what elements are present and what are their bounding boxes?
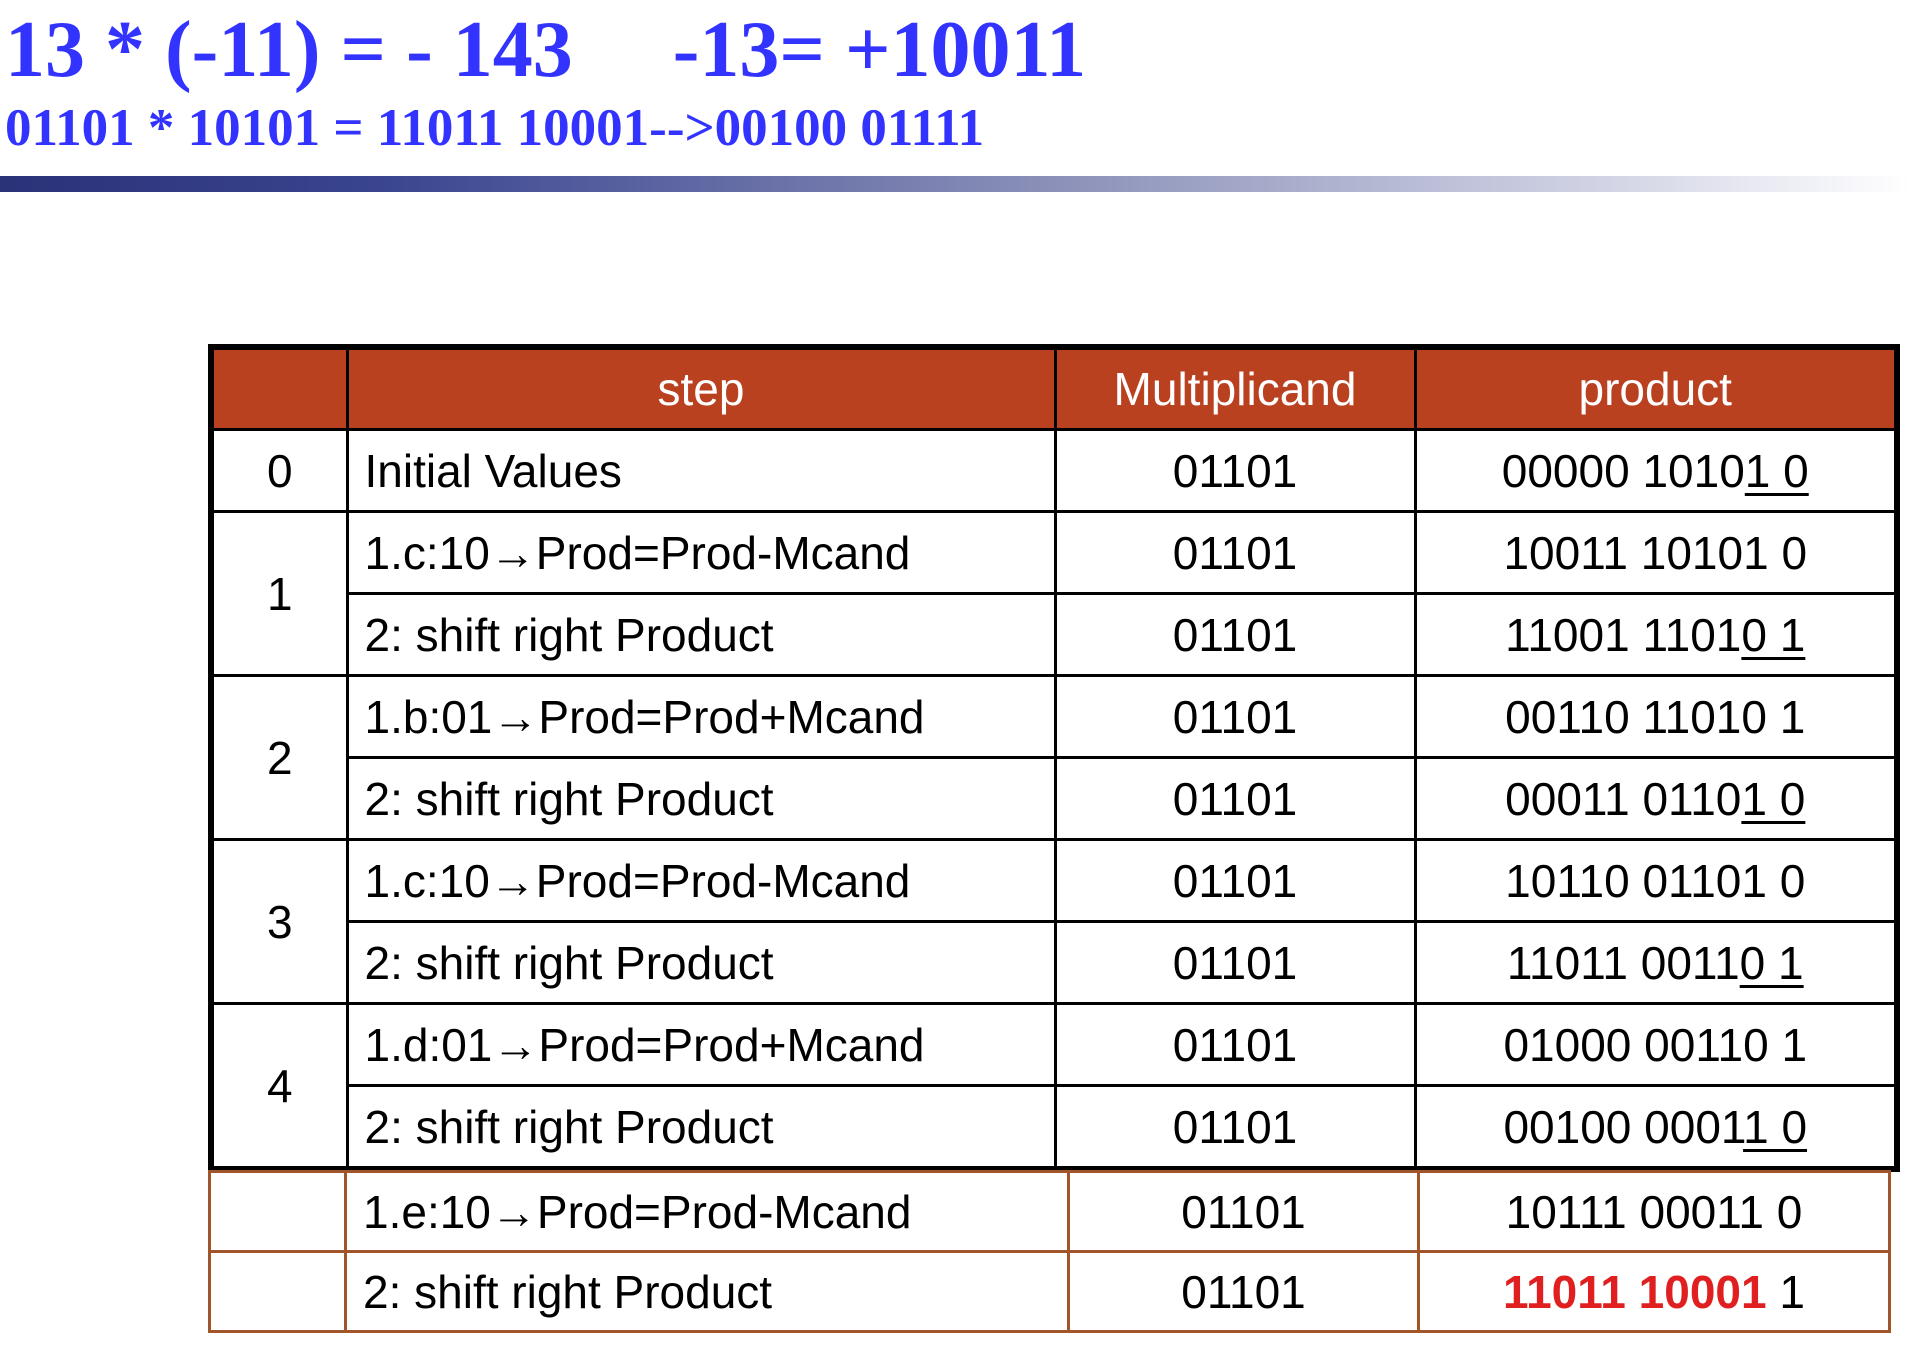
product-cell: 11011 10001 1: [1417, 1250, 1891, 1333]
product-cell: 10110 01101 0: [1413, 838, 1899, 923]
product-value: 00100 0001: [1503, 1100, 1744, 1153]
product-cell: 00100 00011 0: [1413, 1084, 1899, 1171]
table-row: 2: shift right Product 01101 00100 00011…: [211, 1084, 1899, 1171]
product-cell: 00000 10101 0: [1413, 428, 1899, 513]
product-cell: 11011 00110 1: [1413, 920, 1899, 1005]
multiplicand-cell: 01101: [1053, 428, 1417, 513]
table-row: 3 1.c:10→Prod=Prod-Mcand 01101 10110 011…: [209, 838, 1899, 1005]
product-value: 11001 1101: [1505, 608, 1742, 661]
step-cell: 1.d:01→Prod=Prod+Mcand: [345, 1002, 1057, 1087]
title-equation: 13 * (-11) = - 143: [5, 6, 573, 94]
step-cell: 2: shift right Product: [344, 1250, 1070, 1333]
iteration-cell: 1: [209, 510, 349, 677]
step-cell: 1.c:10→Prod=Prod-Mcand: [345, 838, 1057, 923]
title-divider: [0, 176, 1910, 192]
table-row: 1 1.c:10→Prod=Prod-Mcand 01101 10011 101…: [209, 510, 1899, 677]
step-cell: Initial Values: [345, 428, 1057, 513]
step-cell: 2: shift right Product: [345, 1084, 1057, 1171]
step-cell: 1.b:01→Prod=Prod+Mcand: [345, 674, 1057, 759]
multiplicand-cell: 01101: [1053, 920, 1417, 1005]
multiplicand-cell: 01101: [1053, 838, 1417, 923]
step-cell: 2: shift right Product: [345, 920, 1057, 1005]
table-row: 2: shift right Product 01101 00011 01101…: [211, 756, 1899, 841]
header-multiplicand: Multiplicand: [1053, 345, 1417, 431]
multiplicand-cell: 01101: [1067, 1250, 1420, 1333]
iteration-cell: [208, 1250, 347, 1333]
iteration-cell: 3: [209, 838, 349, 1005]
product-value: 00000 1010: [1501, 444, 1745, 497]
step-cell: 1.c:10→Prod=Prod-Mcand: [345, 510, 1057, 595]
product-cell: 00011 01101 0: [1413, 756, 1899, 841]
product-underlined-bits: 1 0: [1744, 444, 1809, 497]
table-row: 1.e:10→Prod=Prod-Mcand 01101 10111 00011…: [208, 1170, 1891, 1253]
iteration-cell: 4: [209, 1002, 349, 1171]
table-row: 2: shift right Product 01101 11011 10001…: [208, 1250, 1891, 1333]
iteration-cell: 2: [209, 674, 349, 841]
table-row: 2: shift right Product 01101 11001 11010…: [211, 592, 1899, 677]
table-header-row: step Multiplicand product: [209, 345, 1899, 431]
multiplicand-cell: 01101: [1053, 756, 1417, 841]
iteration-cell: 0: [209, 428, 349, 513]
header-iteration: [209, 345, 349, 431]
step-cell: 1.e:10→Prod=Prod-Mcand: [344, 1170, 1070, 1253]
multiplicand-cell: 01101: [1053, 674, 1417, 759]
multiplicand-cell: 01101: [1053, 1084, 1417, 1171]
multiplicand-cell: 01101: [1067, 1170, 1420, 1253]
product-cell: 10111 00011 0: [1417, 1170, 1891, 1253]
title-line-2: 01101 * 10101 = 11011 10001-->00100 0111…: [5, 99, 985, 157]
table-row: 0 Initial Values 01101 00000 10101 0: [209, 428, 1899, 513]
product-cell: 11001 11010 1: [1413, 592, 1899, 677]
product-cell: 00110 11010 1: [1413, 674, 1899, 759]
product-value: 00011 0110: [1505, 772, 1742, 825]
step-cell: 2: shift right Product: [345, 756, 1057, 841]
multiplicand-cell: 01101: [1053, 510, 1417, 595]
step-cell: 2: shift right Product: [345, 592, 1057, 677]
product-cell: 10011 10101 0: [1413, 510, 1899, 595]
table-row: 2 1.b:01→Prod=Prod+Mcand 01101 00110 110…: [209, 674, 1899, 841]
title-line-1: 13 * (-11) = - 143 -13= +10011: [5, 2, 1086, 98]
product-underlined-bits: 0 1: [1739, 936, 1804, 989]
product-underlined-bits: 1 0: [1741, 772, 1806, 825]
header-product: product: [1413, 345, 1899, 431]
header-step: step: [345, 345, 1057, 431]
product-underlined-bits: 0 1: [1741, 608, 1806, 661]
multiplicand-cell: 01101: [1053, 592, 1417, 677]
title-negation: -13= +10011: [672, 6, 1087, 94]
product-value: 1: [1766, 1265, 1805, 1318]
product-value: 11011 0011: [1506, 936, 1740, 989]
booth-multiplication-table: step Multiplicand product 0 Initial Valu…: [208, 344, 1900, 1172]
table-row: 4 1.d:01→Prod=Prod+Mcand 01101 01000 001…: [209, 1002, 1899, 1171]
extra-steps-table: 1.e:10→Prod=Prod-Mcand 01101 10111 00011…: [208, 1170, 1891, 1333]
final-result-highlight: 11011 10001: [1503, 1265, 1767, 1318]
product-cell: 01000 00110 1: [1413, 1002, 1899, 1087]
product-underlined-bits: 1 0: [1743, 1100, 1808, 1153]
iteration-cell: [208, 1170, 347, 1253]
table-row: 2: shift right Product 01101 11011 00110…: [211, 920, 1899, 1005]
multiplicand-cell: 01101: [1053, 1002, 1417, 1087]
